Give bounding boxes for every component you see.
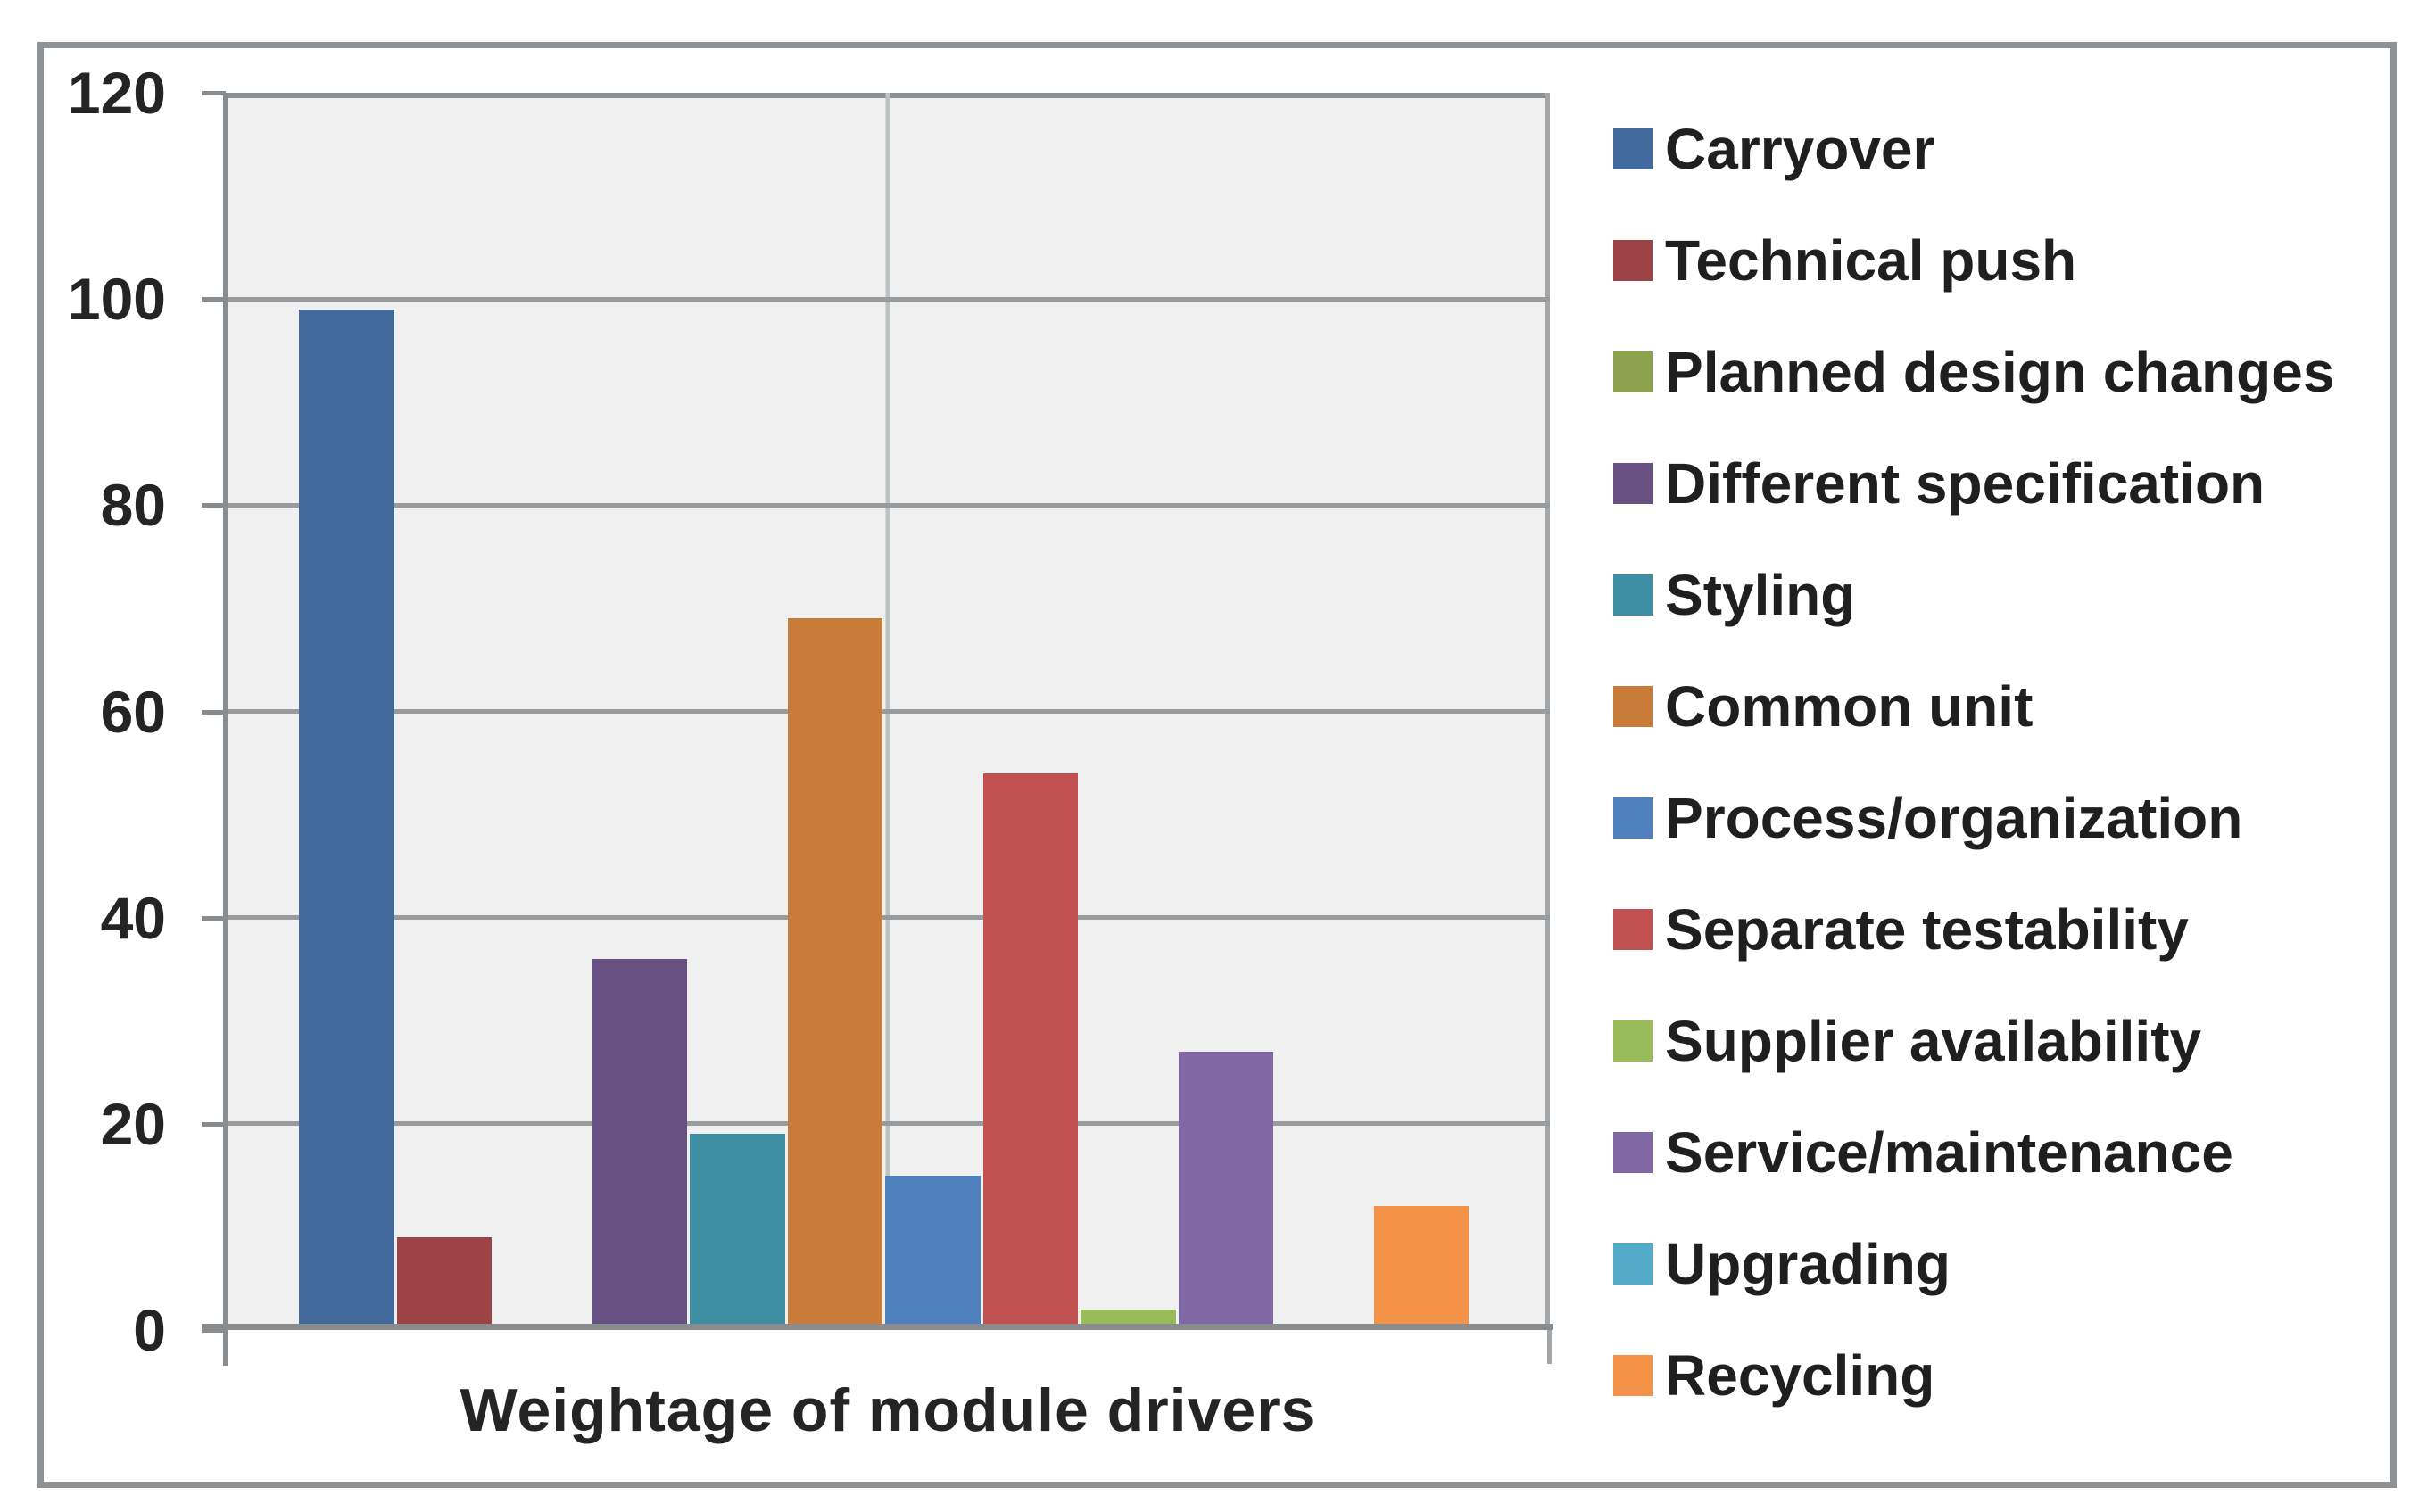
y-tick-mark-0	[202, 1328, 226, 1333]
legend-label-separate-testability: Separate testability	[1665, 896, 2189, 962]
y-tick-label-40: 40	[100, 884, 166, 951]
y-tick-mark-40	[202, 915, 226, 921]
legend-swatch-different-specification	[1613, 462, 1653, 504]
y-axis-line	[223, 93, 228, 1366]
legend-label-service-maintenance: Service/maintenance	[1665, 1120, 2233, 1185]
y-tick-label-60: 60	[100, 678, 166, 745]
legend-label-planned-design-changes: Planned design changes	[1665, 339, 2335, 404]
y-tick-label-120: 120	[67, 60, 166, 126]
legend-label-common-unit: Common unit	[1665, 673, 2034, 739]
gridline-y-60	[226, 709, 1550, 714]
y-tick-label-100: 100	[67, 266, 166, 333]
bar-slot-different-specification	[592, 93, 691, 1330]
legend-swatch-separate-testability	[1613, 908, 1653, 950]
legend: Carryover Technical push Planned design ch…	[1613, 93, 2334, 1431]
legend-swatch-styling	[1613, 574, 1653, 616]
gridline-y-40	[226, 915, 1550, 921]
legend-label-upgrading: Upgrading	[1665, 1231, 1951, 1296]
y-tick-mark-20	[202, 1121, 226, 1127]
bar-slot-upgrading	[1276, 93, 1374, 1330]
legend-item-recycling: Recycling	[1613, 1319, 2334, 1431]
legend-label-carryover: Carryover	[1665, 116, 1935, 181]
legend-label-styling: Styling	[1665, 562, 1856, 627]
legend-label-supplier-availability: Supplier availability	[1665, 1008, 2202, 1073]
x-axis-title: Weightage of module drivers	[460, 1376, 1316, 1444]
legend-swatch-service-maintenance	[1613, 1131, 1653, 1173]
legend-label-recycling: Recycling	[1665, 1343, 1935, 1408]
legend-swatch-upgrading	[1613, 1243, 1653, 1285]
bar-recycling	[1373, 1206, 1469, 1330]
bar-slot-recycling	[1373, 93, 1472, 1330]
y-tick-mark-100	[202, 297, 226, 302]
legend-item-different-specification: Different specification	[1613, 427, 2334, 539]
legend-item-process-organization: Process/organization	[1613, 762, 2334, 873]
gridline-y-100	[226, 296, 1550, 302]
bar-slot-technical-push	[396, 93, 495, 1330]
bar-slot-supplier-availability	[1081, 93, 1179, 1330]
bar-styling	[690, 1134, 785, 1330]
bar-slot-separate-testability	[982, 93, 1081, 1330]
legend-swatch-carryover	[1613, 128, 1653, 169]
legend-label-technical-push: Technical push	[1665, 227, 2077, 293]
y-tick-label-20: 20	[100, 1090, 166, 1157]
legend-label-different-specification: Different specification	[1665, 450, 2265, 516]
bar-carryover	[299, 309, 394, 1330]
legend-swatch-process-organization	[1613, 797, 1653, 839]
legend-swatch-supplier-availability	[1613, 1020, 1653, 1062]
y-tick-mark-60	[202, 709, 226, 715]
gridline-y-80	[226, 502, 1550, 508]
legend-label-process-organization: Process/organization	[1665, 785, 2243, 850]
bar-slot-service-maintenance	[1178, 93, 1277, 1330]
legend-swatch-common-unit	[1613, 685, 1653, 727]
legend-item-upgrading: Upgrading	[1613, 1208, 2334, 1319]
right-axis-tick	[1547, 1330, 1552, 1364]
legend-item-service-maintenance: Service/maintenance	[1613, 1096, 2334, 1208]
legend-item-separate-testability: Separate testability	[1613, 873, 2334, 985]
legend-swatch-technical-push	[1613, 239, 1653, 281]
bar-different-specification	[592, 958, 687, 1330]
x-axis-baseline	[202, 1324, 1553, 1330]
legend-item-technical-push: Technical push	[1613, 204, 2334, 316]
bar-service-maintenance	[1178, 1051, 1273, 1330]
legend-item-planned-design-changes: Planned design changes	[1613, 316, 2334, 427]
bar-slot-common-unit	[787, 93, 886, 1330]
legend-swatch-recycling	[1613, 1354, 1653, 1396]
bar-slot-planned-design-changes	[494, 93, 592, 1330]
bar-slot-process-organization	[885, 93, 983, 1330]
bar-process-organization	[885, 1175, 981, 1330]
legend-item-carryover: Carryover	[1613, 93, 2334, 204]
y-tick-mark-80	[202, 503, 226, 508]
bar-slot-carryover	[299, 93, 397, 1330]
plot-area	[202, 93, 1553, 1330]
y-tick-label-0: 0	[133, 1297, 166, 1363]
bars	[299, 93, 1471, 1330]
legend-item-supplier-availability: Supplier availability	[1613, 985, 2334, 1096]
gridline-y-20	[226, 1121, 1550, 1127]
legend-swatch-planned-design-changes	[1613, 351, 1653, 392]
y-tick-mark-120	[202, 91, 226, 95]
y-tick-label-80: 80	[100, 472, 166, 539]
bar-slot-styling	[690, 93, 788, 1330]
bar-separate-testability	[982, 773, 1078, 1330]
bar-technical-push	[396, 1236, 492, 1330]
legend-item-common-unit: Common unit	[1613, 650, 2334, 762]
legend-item-styling: Styling	[1613, 539, 2334, 650]
bar-common-unit	[787, 618, 882, 1330]
